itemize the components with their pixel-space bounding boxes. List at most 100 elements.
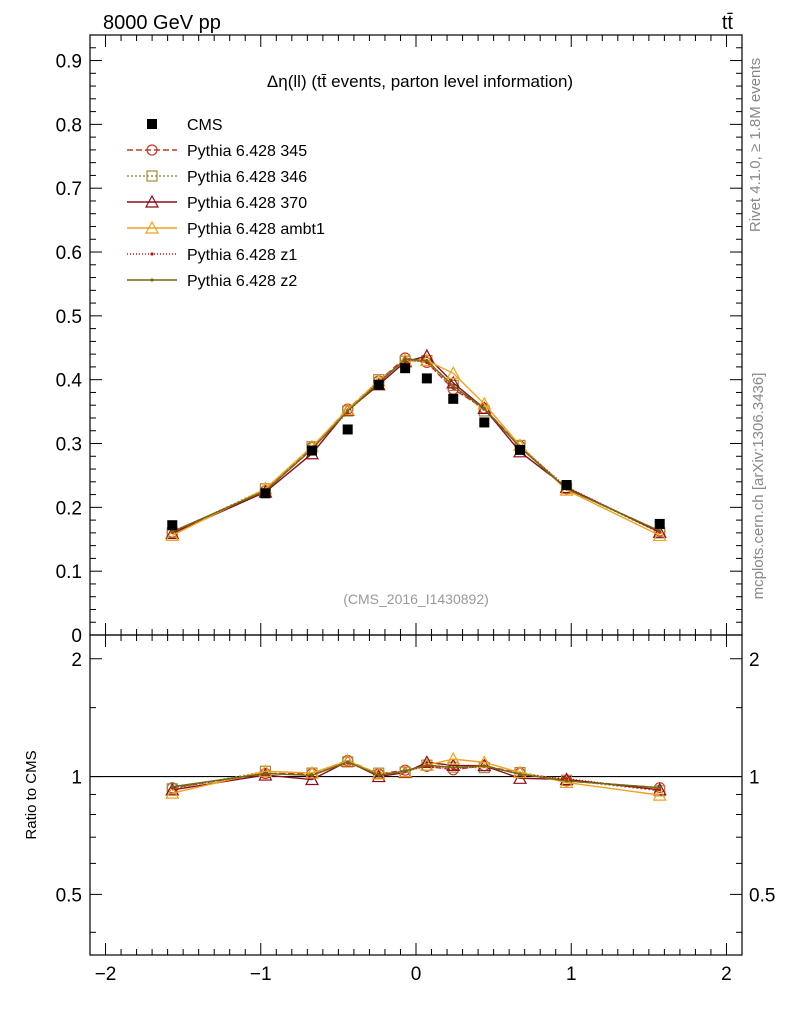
series-line-ambt1 <box>171 359 661 537</box>
ratio-point-ambt1 <box>340 753 355 767</box>
y-tick-label: 0.5 <box>56 307 82 328</box>
y-tick-label: 0.3 <box>56 435 82 456</box>
ratio-point-ambt1 <box>652 787 667 801</box>
ratio-point-z1 <box>564 777 569 781</box>
series-point-z2 <box>425 358 429 363</box>
series-point-z2 <box>658 529 662 533</box>
ratio-point-z2 <box>425 763 429 767</box>
series-point-p370 <box>165 526 180 540</box>
legend-label-data: CMS <box>187 117 223 134</box>
series-point-p370 <box>652 524 667 538</box>
y-tick-label: 0.2 <box>56 498 82 519</box>
process-label: tt̄ <box>722 12 734 34</box>
legend-entry-p345: Pythia 6.428 345 <box>127 143 307 160</box>
series-cms-data <box>167 363 665 531</box>
legend-label-z1: Pythia 6.428 z1 <box>187 247 297 264</box>
series-z1 <box>170 358 662 792</box>
legend-entry-z1: Pythia 6.428 z1 <box>127 247 297 264</box>
series-point-z2 <box>482 406 486 411</box>
legend: CMS Pythia 6.428 345 Pythia 6.428 346 Pythi… <box>127 117 325 290</box>
legend-entry-p370: Pythia 6.428 370 <box>127 194 307 212</box>
legend-marker-z1 <box>150 252 154 256</box>
x-tick-label: −2 <box>95 964 117 985</box>
legend-marker-p345 <box>146 144 158 156</box>
legend-entry-ambt1: Pythia 6.428 ambt1 <box>127 220 325 238</box>
ratio-point-z2 <box>170 785 174 789</box>
ratio-point-p370 <box>165 782 180 796</box>
legend-marker-p370 <box>144 194 160 208</box>
series-point-z2 <box>170 529 174 534</box>
legend-entry-p346: Pythia 6.428 346 <box>127 169 307 186</box>
energy-label: 8000 GeV pp <box>103 12 221 34</box>
ratio-point-z2 <box>263 771 268 776</box>
series-point-z2 <box>451 384 455 388</box>
y-tick-label: 0.8 <box>56 115 82 136</box>
ratio-axis-label: Ratio to CMS <box>23 750 40 839</box>
ratio-tick-label: 2 <box>71 650 82 671</box>
series-point-p346 <box>342 405 354 417</box>
series-p346 <box>166 354 666 797</box>
ratio-point-ambt1 <box>512 765 528 779</box>
data-point-cms <box>373 379 384 390</box>
data-point-cms <box>400 363 411 374</box>
data-point-cms <box>561 480 572 490</box>
ratio-tick-label-right: 2 <box>749 650 760 671</box>
data-point-cms <box>654 518 665 529</box>
data-point-cms <box>306 445 317 456</box>
ratio-point-ambt1 <box>258 764 273 777</box>
ratio-point-z2 <box>451 766 455 770</box>
legend-label-z2: Pythia 6.428 z2 <box>187 273 297 290</box>
y-tick-label: 0.9 <box>56 52 82 73</box>
legend-label-p346: Pythia 6.428 346 <box>187 169 307 186</box>
ratio-point-p370 <box>371 769 386 783</box>
series-point-ambt1 <box>446 366 461 379</box>
ratio-point-z2 <box>310 773 314 777</box>
legend-entry-z2: Pythia 6.428 z2 <box>127 273 297 290</box>
series-point-z2 <box>346 409 350 413</box>
ratio-point-z2 <box>658 786 662 790</box>
x-tick-label: −1 <box>250 964 272 985</box>
rivet-version-label: Rivet 4.1.0, ≥ 1.8M events <box>747 58 764 232</box>
legend-marker-ambt1 <box>144 220 160 234</box>
ratio-point-p370 <box>559 772 574 786</box>
ratio-point-z2 <box>518 772 522 776</box>
x-tick-label: 1 <box>566 964 577 985</box>
ratio-point-z2 <box>403 769 407 773</box>
ratio-point-ambt1 <box>304 765 320 779</box>
series-line-p370 <box>171 355 661 535</box>
data-point-cms <box>342 424 353 435</box>
ratio-point-z2 <box>564 779 569 783</box>
ratio-tick-label: 0.5 <box>56 885 82 906</box>
legend-marker-z2 <box>150 278 154 282</box>
legend-marker-data <box>147 119 157 129</box>
series-ambt1 <box>165 353 667 801</box>
data-point-cms <box>260 488 271 499</box>
ratio-point-z2 <box>377 773 381 777</box>
series-p345 <box>166 352 666 794</box>
ratio-plot-frame <box>89 634 743 956</box>
ratio-point-z2 <box>346 760 350 764</box>
chart-title: Δη(ll) (tt̄ events, parton level informa… <box>267 72 573 91</box>
ratio-line-z1 <box>172 762 660 791</box>
ratio-point-p370 <box>304 772 320 786</box>
analysis-watermark: (CMS_2016_I1430892) <box>343 591 489 607</box>
legend-marker-p346 <box>146 170 158 182</box>
y-tick-label: 0.6 <box>56 243 82 264</box>
y-tick-label: 0.7 <box>56 179 82 200</box>
ratio-point-ambt1 <box>446 751 461 765</box>
legend-label-p345: Pythia 6.428 345 <box>187 143 307 160</box>
data-point-cms <box>167 520 178 531</box>
axes-layer: −2 −1 0 1 2 0 0.1 0.2 0.3 0.4 0.5 0.6 0.7 0.8 0.9 0.5 0.… <box>56 35 775 985</box>
legend-label-ambt1: Pythia 6.428 ambt1 <box>187 221 325 238</box>
x-tick-label: 0 <box>411 964 422 985</box>
ratio-point-ambt1 <box>165 785 180 799</box>
series-point-ambt1 <box>165 528 180 542</box>
series-p370 <box>165 348 667 796</box>
ratio-point-p346 <box>654 785 666 797</box>
data-point-cms <box>448 393 459 404</box>
y-tick-label: 0.1 <box>56 562 82 583</box>
ratio-tick-label-right: 0.5 <box>749 885 775 906</box>
series-line-p346 <box>171 359 661 534</box>
ratio-line-z2 <box>172 761 660 789</box>
